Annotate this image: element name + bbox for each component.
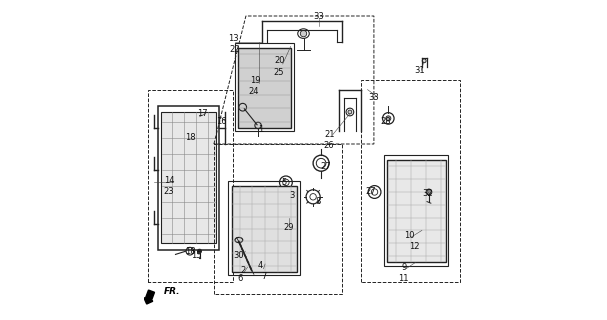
Polygon shape [238, 48, 291, 128]
Text: 25: 25 [273, 68, 284, 76]
Text: 15: 15 [191, 252, 202, 260]
Text: 19: 19 [249, 76, 260, 84]
Text: 14: 14 [164, 176, 174, 185]
Ellipse shape [288, 191, 293, 196]
Text: 29: 29 [284, 223, 294, 232]
Text: 6: 6 [237, 274, 243, 283]
Ellipse shape [426, 189, 432, 195]
Text: 22: 22 [229, 45, 240, 54]
Text: 26: 26 [324, 141, 334, 150]
FancyArrow shape [144, 290, 155, 304]
Text: 31: 31 [414, 66, 425, 75]
Text: 5: 5 [282, 178, 287, 187]
Polygon shape [231, 186, 297, 272]
Ellipse shape [198, 249, 202, 253]
Text: 18: 18 [186, 247, 196, 256]
Text: 13: 13 [228, 34, 239, 43]
Text: 20: 20 [274, 56, 285, 65]
Text: FR.: FR. [163, 287, 180, 296]
Text: 4: 4 [258, 261, 263, 270]
Text: 24: 24 [249, 87, 259, 96]
Text: 16: 16 [217, 117, 227, 126]
Text: 33: 33 [313, 12, 324, 20]
Polygon shape [161, 112, 215, 243]
Text: 18: 18 [186, 133, 196, 142]
Ellipse shape [348, 110, 352, 114]
Ellipse shape [300, 30, 307, 37]
Text: 27: 27 [320, 162, 331, 171]
Text: 30: 30 [234, 252, 244, 260]
Text: 17: 17 [197, 109, 208, 118]
Text: 8: 8 [315, 197, 320, 206]
Text: 2: 2 [240, 266, 245, 275]
Text: 10: 10 [404, 231, 415, 240]
Text: 3: 3 [290, 191, 295, 200]
Text: 27: 27 [365, 188, 376, 196]
Text: 7: 7 [261, 272, 266, 281]
Text: 32: 32 [422, 189, 433, 198]
Text: 12: 12 [409, 242, 419, 251]
Ellipse shape [385, 116, 391, 121]
Text: 9: 9 [402, 263, 407, 272]
Text: 11: 11 [398, 274, 409, 283]
Text: 28: 28 [381, 117, 392, 126]
Polygon shape [387, 160, 446, 262]
Text: 21: 21 [325, 130, 335, 139]
Text: 23: 23 [164, 188, 174, 196]
Text: 33: 33 [368, 93, 379, 102]
Text: 1: 1 [258, 125, 263, 134]
